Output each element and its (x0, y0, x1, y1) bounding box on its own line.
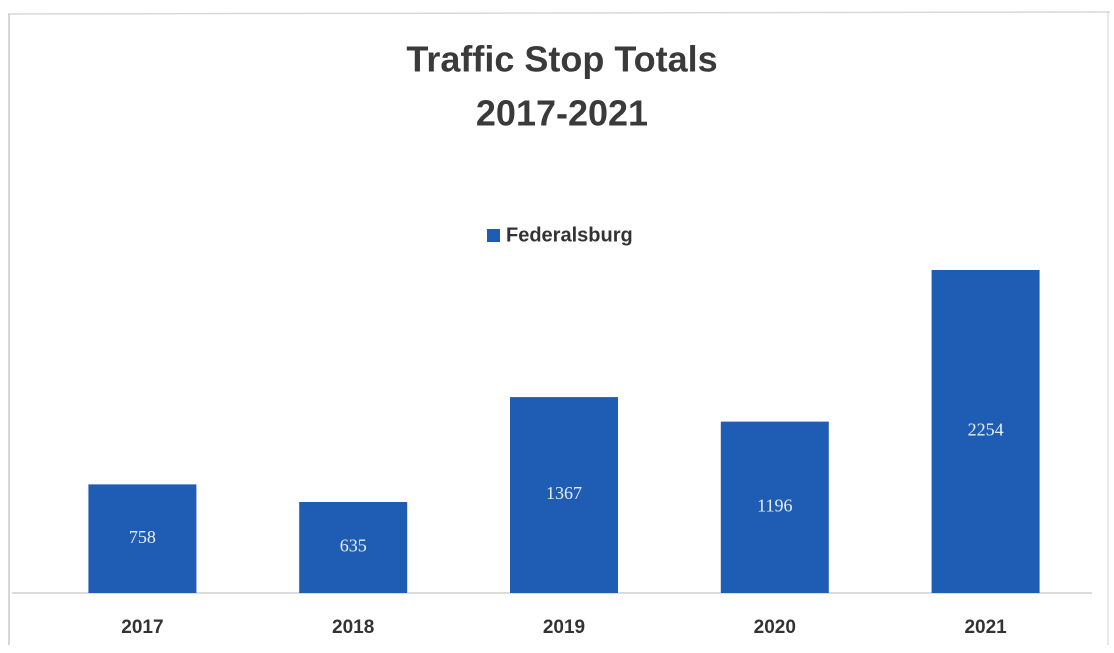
bar (510, 397, 618, 593)
bar (720, 421, 829, 593)
x-tick-label: 2019 (543, 617, 585, 638)
x-tick-label: 2018 (332, 617, 374, 638)
chart-title: 2017-2021 (476, 93, 648, 134)
legend-label: Federalsburg (506, 224, 633, 246)
chart-title: Traffic Stop Totals (406, 39, 717, 80)
frame-top (7, 11, 1111, 15)
bar (931, 270, 1040, 593)
x-tick-label: 2020 (754, 617, 796, 638)
x-tick-label: 2017 (121, 617, 163, 638)
data-label: 1367 (546, 483, 582, 503)
data-label: 1196 (757, 495, 792, 515)
data-label: 635 (340, 536, 367, 556)
bar (299, 502, 408, 593)
x-tick-label: 2021 (964, 617, 1007, 638)
legend-swatch (487, 229, 500, 242)
data-label: 2254 (968, 420, 1004, 440)
bar (88, 484, 197, 593)
data-label: 758 (129, 527, 156, 547)
